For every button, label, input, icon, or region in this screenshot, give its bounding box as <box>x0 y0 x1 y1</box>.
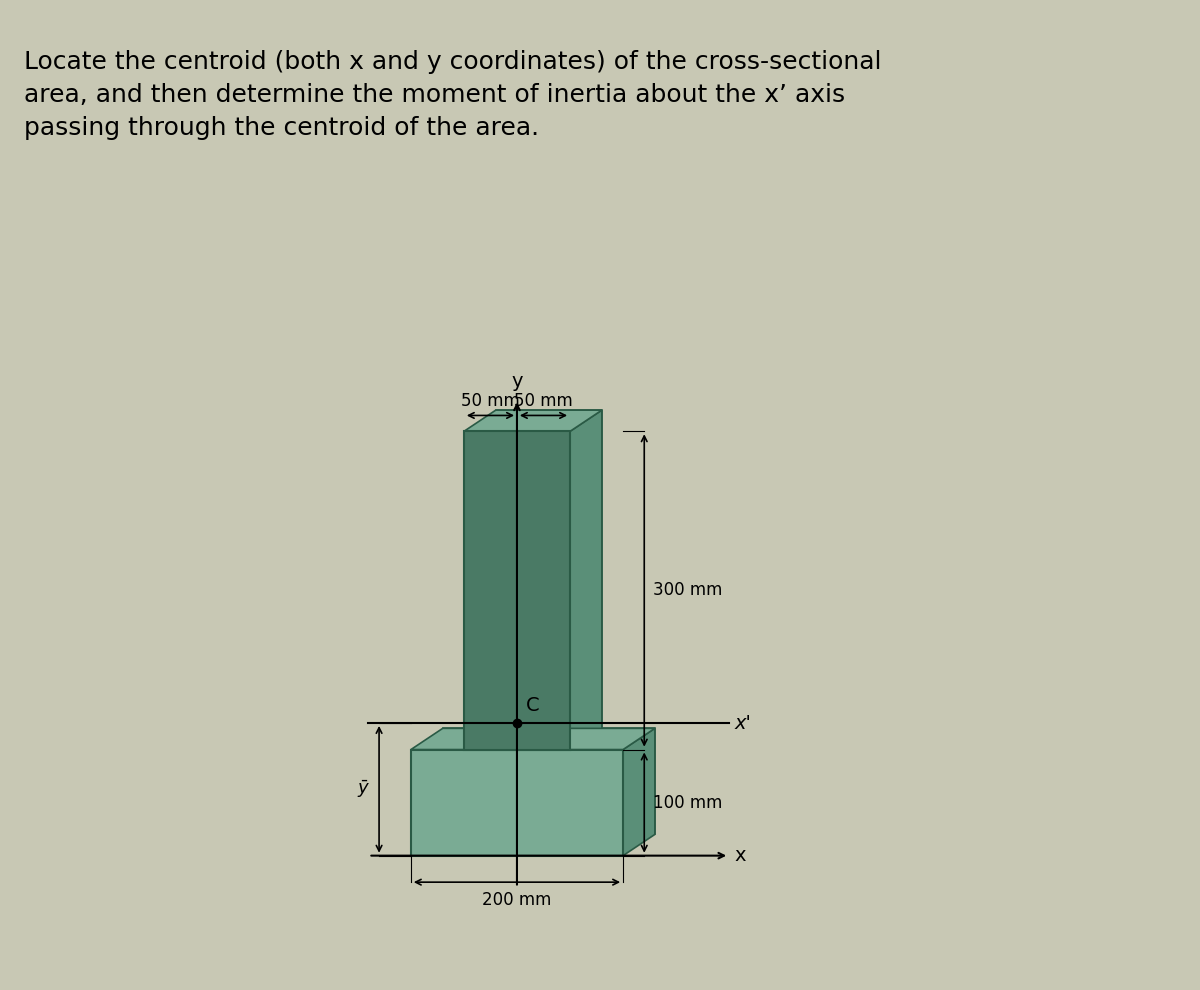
Polygon shape <box>464 410 602 432</box>
Polygon shape <box>496 410 602 729</box>
Text: y: y <box>511 372 523 391</box>
Polygon shape <box>464 432 570 749</box>
Text: Locate the centroid (both x and y coordinates) of the cross-sectional
area, and : Locate the centroid (both x and y coordi… <box>24 50 882 141</box>
Text: 50 mm: 50 mm <box>514 392 572 410</box>
Polygon shape <box>570 410 602 749</box>
Text: x': x' <box>734 714 751 733</box>
Text: C: C <box>526 696 539 715</box>
Polygon shape <box>443 729 655 835</box>
Polygon shape <box>410 729 655 749</box>
Polygon shape <box>410 749 623 855</box>
Polygon shape <box>623 729 655 855</box>
Text: $\bar{y}$: $\bar{y}$ <box>358 778 371 800</box>
Text: 200 mm: 200 mm <box>482 891 552 909</box>
Text: x: x <box>734 846 746 865</box>
Text: 100 mm: 100 mm <box>653 794 722 812</box>
Text: 50 mm: 50 mm <box>461 392 520 410</box>
Text: 300 mm: 300 mm <box>653 581 722 600</box>
